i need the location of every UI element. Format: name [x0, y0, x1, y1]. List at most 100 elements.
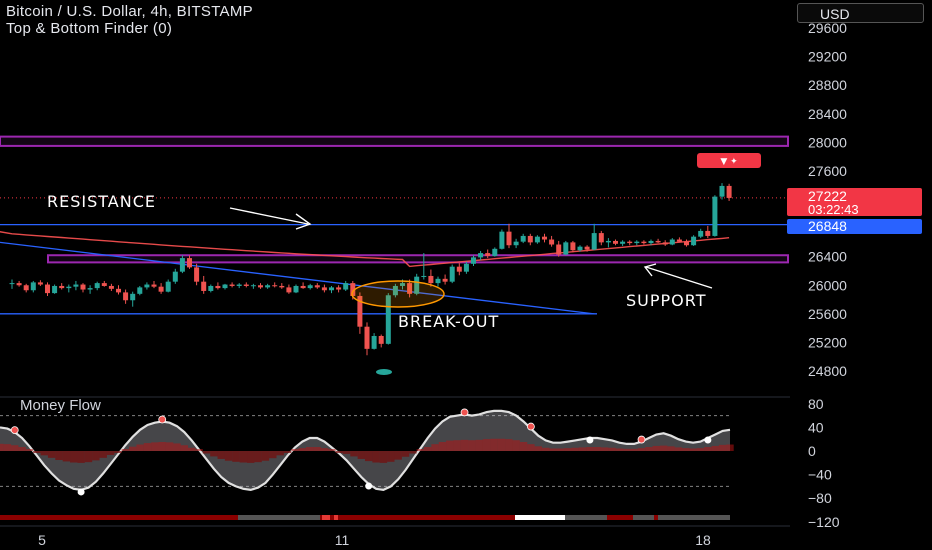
flow-bar: [158, 442, 166, 451]
candle: [286, 287, 292, 293]
flow-bar: [40, 451, 48, 456]
flow-bar: [232, 451, 240, 462]
candle: [463, 263, 469, 272]
flow-bar: [136, 444, 144, 451]
flow-bar: [689, 448, 697, 451]
upper-zone: [0, 135, 789, 147]
candle: [691, 236, 697, 246]
flow-bar: [578, 447, 587, 451]
flow-bar: [438, 442, 447, 451]
candle: [506, 231, 512, 246]
flow-bar: [541, 447, 550, 451]
time-tick: 11: [335, 532, 350, 548]
candle: [584, 246, 590, 250]
flow-bar: [70, 451, 78, 463]
last-price-value: 27222: [808, 188, 847, 204]
candle: [726, 185, 732, 198]
price-axis[interactable]: 2960029200288002840028000276002720026800…: [0, 20, 922, 548]
candle: [613, 240, 618, 244]
candle: [634, 241, 640, 244]
candle: [243, 284, 249, 286]
candle: [414, 276, 420, 294]
candle: [37, 282, 43, 285]
flow-bar: [143, 443, 152, 451]
flow-bar: [151, 442, 159, 451]
candle: [591, 233, 597, 250]
support-label: SUPPORT: [626, 291, 706, 310]
bottom-dot: [77, 488, 85, 496]
price-tick: 29200: [808, 49, 847, 65]
price-tick: 26000: [808, 277, 847, 293]
money-flow-label: Money Flow: [20, 397, 101, 414]
flow-bar: [682, 448, 690, 451]
money-flow-chart[interactable]: [0, 396, 790, 496]
candle: [321, 287, 327, 291]
candle: [385, 295, 391, 344]
candle: [258, 285, 263, 288]
price-tick: 25200: [808, 334, 847, 350]
flow-bar: [615, 448, 624, 451]
flow-bar: [239, 451, 248, 463]
top-dot: [158, 415, 167, 424]
last-price-badge: [787, 188, 922, 216]
candle: [456, 266, 462, 272]
flow-bar: [114, 451, 122, 453]
flow-bar: [696, 448, 705, 451]
strip-segment: [238, 515, 320, 520]
candle: [9, 283, 15, 285]
candle: [52, 285, 58, 294]
candle: [485, 253, 491, 256]
flow-bar: [298, 448, 307, 451]
indicator-label[interactable]: Top & Bottom Finder (0): [6, 20, 173, 37]
candle: [421, 275, 427, 277]
flow-tick: −40: [808, 467, 832, 483]
strip-segment: [322, 515, 330, 520]
flow-bar: [379, 451, 388, 463]
candle: [513, 241, 519, 246]
bottom-dot: [586, 436, 594, 444]
candle: [293, 285, 299, 293]
candle: [492, 248, 498, 256]
flow-bar: [519, 442, 528, 451]
flow-bar: [497, 438, 506, 451]
flow-bar: [409, 451, 417, 454]
flow-bar: [711, 445, 719, 451]
strip-bg: [0, 515, 730, 520]
support-arrow: [643, 263, 713, 289]
price-chart[interactable]: [0, 135, 790, 356]
resistance-arrow: [229, 207, 312, 230]
flow-bar: [600, 447, 609, 451]
flow-bar: [549, 448, 557, 451]
candle: [655, 240, 661, 243]
flow-bar: [3, 444, 12, 451]
candle: [719, 185, 725, 197]
top-dot: [637, 435, 646, 444]
flow-bar: [106, 451, 115, 455]
candle: [116, 288, 121, 293]
candle: [300, 285, 306, 289]
flow-bar: [431, 444, 439, 451]
candle: [265, 285, 271, 288]
flow-bar: [195, 449, 203, 451]
flow-bar: [217, 451, 225, 459]
flow-bar: [254, 451, 262, 463]
flow-bar: [372, 451, 380, 463]
resistance-label: RESISTANCE: [47, 192, 156, 211]
flow-bar: [305, 447, 314, 451]
flow-bar: [335, 451, 343, 453]
candle: [605, 240, 611, 243]
currency-button[interactable]: USD: [797, 3, 924, 23]
flow-bar: [630, 448, 638, 451]
flow-bar: [623, 448, 631, 451]
candle: [16, 283, 22, 286]
candle: [229, 284, 235, 286]
candle: [520, 235, 526, 242]
candle: [87, 288, 93, 290]
countdown-value: 03:22:43: [808, 202, 859, 217]
price-tick: 28800: [808, 77, 847, 93]
candle: [30, 282, 36, 291]
flow-bar: [527, 444, 535, 451]
flow-bar: [99, 451, 107, 458]
candle: [59, 285, 65, 289]
flow-bar: [667, 446, 675, 451]
